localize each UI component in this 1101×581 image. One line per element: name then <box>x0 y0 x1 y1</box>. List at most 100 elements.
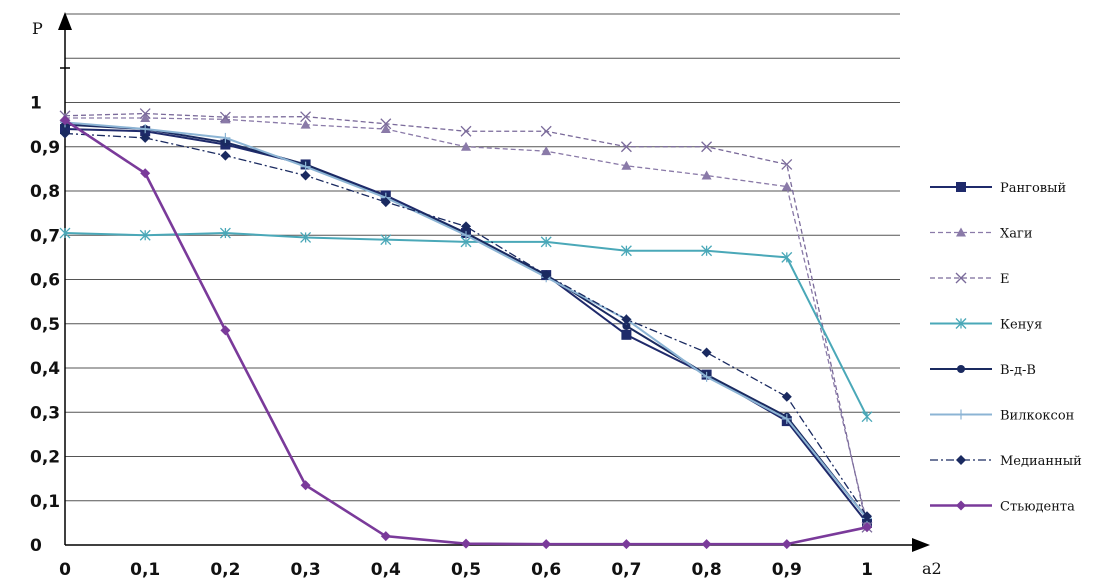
data-point <box>781 158 793 170</box>
x-tick-label: 0,2 <box>210 560 240 580</box>
series-line <box>64 132 868 517</box>
legend-marker <box>956 227 966 237</box>
x-axis-label: a2 <box>922 559 942 578</box>
series-line <box>64 128 868 524</box>
data-point <box>140 112 151 122</box>
legend-marker <box>956 182 966 192</box>
y-tick-label: 0,6 <box>30 271 60 291</box>
y-axis-label: P <box>32 19 43 38</box>
data-point <box>620 141 632 153</box>
data-point <box>380 531 391 542</box>
y-tick-label: 0,2 <box>30 448 60 468</box>
data-point <box>701 170 712 180</box>
data-point <box>220 150 231 161</box>
legend-label: Кенуя <box>1000 318 1042 333</box>
legend-label: Вилкоксон <box>1000 409 1074 424</box>
x-tick-label: 0,1 <box>130 560 160 580</box>
data-point <box>701 347 712 358</box>
y-tick-label: 0,1 <box>30 492 60 512</box>
legend-label: Ранговый <box>1000 181 1066 196</box>
data-point <box>220 114 231 124</box>
data-point <box>541 146 552 156</box>
legend-item: Кенуя <box>930 318 1042 333</box>
legend-marker <box>955 318 967 329</box>
data-point <box>862 522 872 533</box>
data-point <box>461 141 471 151</box>
series-line <box>64 121 868 520</box>
data-point <box>139 229 151 241</box>
series-line <box>64 123 868 520</box>
series-6 <box>60 128 872 522</box>
y-tick-label: 0,9 <box>30 138 60 158</box>
data-point <box>380 124 391 134</box>
x-tick-label: 0,7 <box>611 560 641 580</box>
data-point <box>380 197 391 208</box>
series-0 <box>60 124 872 528</box>
y-tick-label: 0,4 <box>30 359 60 379</box>
data-point <box>460 125 472 137</box>
data-point <box>300 232 312 243</box>
data-point <box>781 391 792 402</box>
series-2 <box>59 108 873 533</box>
data-point <box>60 128 70 139</box>
x-tick-label: 0,3 <box>291 560 321 580</box>
data-point <box>300 161 311 172</box>
legend-label: Хаги <box>1000 227 1032 242</box>
y-tick-label: 0,5 <box>30 315 60 335</box>
x-axis-arrow <box>912 538 930 552</box>
series-lines <box>59 108 873 550</box>
data-point <box>219 227 231 239</box>
y-tick-label: 0,3 <box>30 403 60 423</box>
x-tick-label: 0,4 <box>371 560 401 580</box>
data-point <box>220 132 231 143</box>
data-point <box>701 245 713 257</box>
data-point <box>781 413 792 424</box>
data-point <box>781 539 792 550</box>
data-point <box>461 230 471 241</box>
data-point <box>540 125 552 137</box>
legend-marker <box>956 500 966 511</box>
data-point <box>621 314 632 325</box>
legend-label: В-д-В <box>1000 363 1036 378</box>
data-point <box>620 245 632 257</box>
x-tick-label: 0,9 <box>772 560 802 580</box>
data-point <box>300 111 312 123</box>
x-tick-label: 0,5 <box>451 560 481 580</box>
x-tick-label: 0,6 <box>531 560 561 580</box>
data-point <box>59 227 71 239</box>
data-point <box>300 119 311 129</box>
y-tick-label: 0 <box>30 536 42 556</box>
legend-item: Вилкоксон <box>930 409 1074 424</box>
x-tick-labels: 0 0,1 0,2 0,3 0,4 0,5 0,6 0,7 0,8 0,9 1 <box>59 560 873 580</box>
data-point <box>461 538 471 549</box>
legend-item: Хаги <box>930 227 1032 242</box>
data-point <box>541 270 552 281</box>
data-point <box>701 539 712 550</box>
data-point <box>380 118 392 130</box>
data-point <box>540 236 552 248</box>
series-line <box>65 117 868 524</box>
series-3 <box>59 227 873 423</box>
data-point <box>862 511 872 522</box>
legend-marker <box>956 409 966 420</box>
data-point <box>140 132 151 143</box>
data-point <box>621 160 632 170</box>
data-point <box>861 411 873 423</box>
data-point <box>139 108 151 120</box>
x-tick-label: 0,8 <box>692 560 722 580</box>
y-tick-label: 1 <box>30 94 42 114</box>
legend-marker <box>955 272 967 284</box>
data-point <box>140 168 151 179</box>
series-line <box>64 119 868 546</box>
legend-label: Стьюдента <box>1000 500 1075 515</box>
data-point <box>380 234 392 246</box>
data-point <box>781 181 792 191</box>
data-point <box>541 539 552 550</box>
grid-lines <box>65 13 900 502</box>
legend-item: Медианный <box>930 454 1082 469</box>
data-point <box>622 321 631 330</box>
data-point <box>701 141 713 153</box>
series-line <box>64 112 868 528</box>
legend-marker <box>956 455 966 465</box>
